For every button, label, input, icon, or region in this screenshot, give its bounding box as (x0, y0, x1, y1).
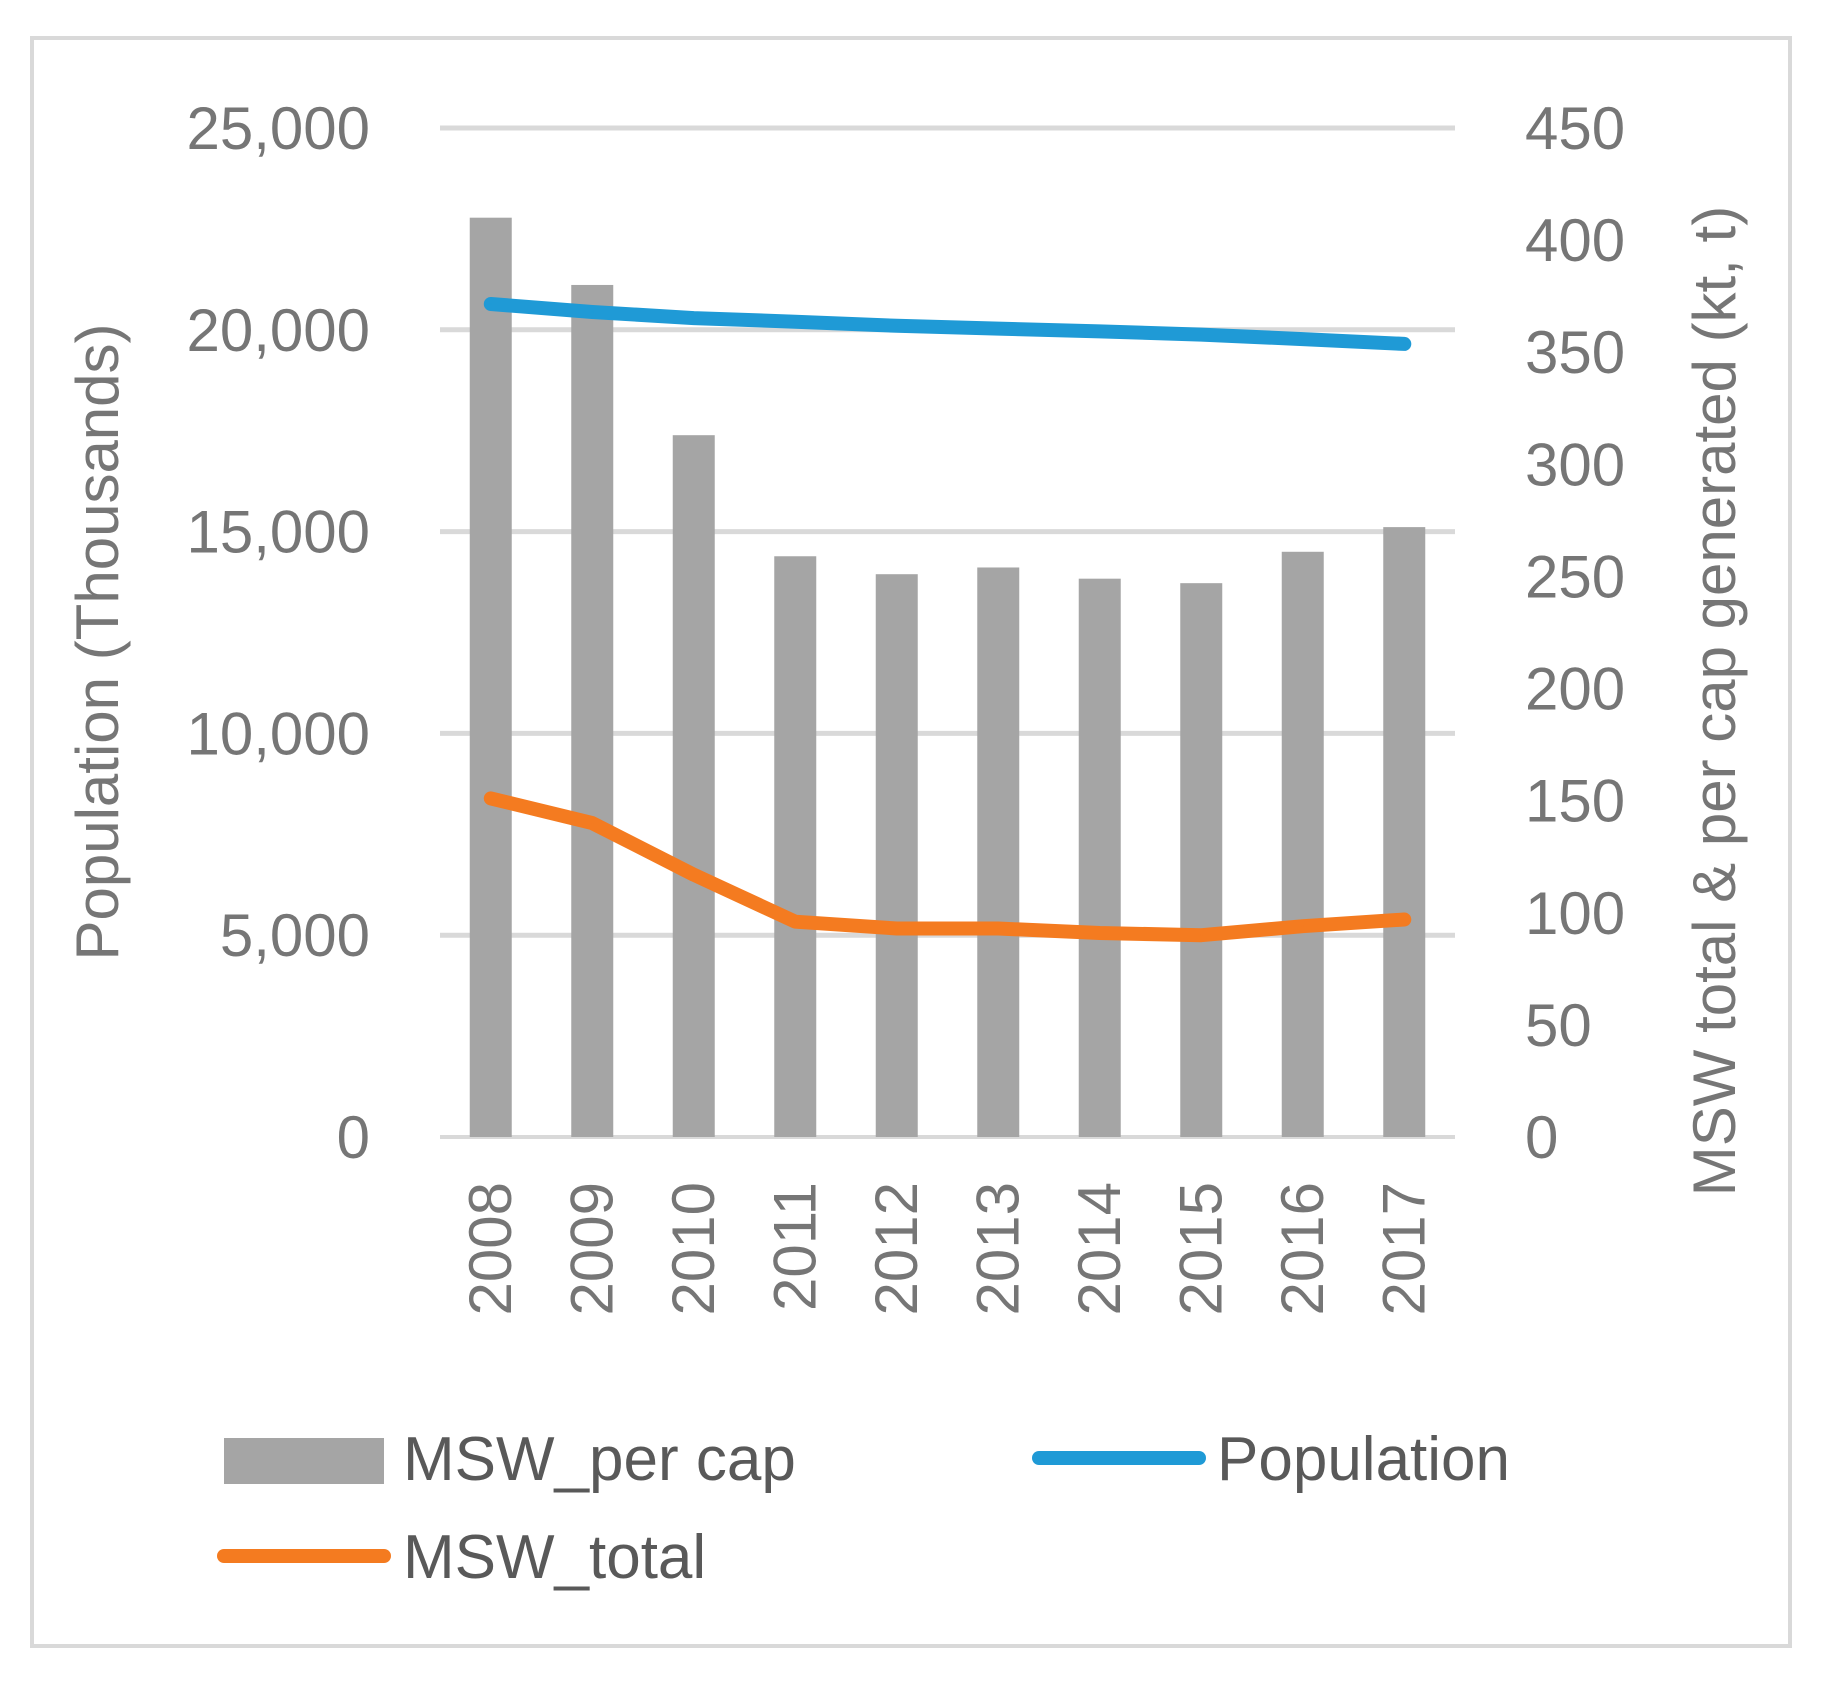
point-msw-total-2014 (1098, 931, 1101, 934)
x-tick-label: 2011 (761, 1182, 828, 1311)
bar-msw-per-cap-2017 (1383, 527, 1426, 1137)
point-population-2008 (489, 302, 492, 305)
bar-msw-per-cap-2009 (571, 284, 614, 1137)
legend-label-msw-total: MSW_total (403, 1523, 706, 1592)
bar-msw-per-cap-2010 (672, 435, 715, 1137)
right-tick-label: 200 (1525, 656, 1625, 723)
left-axis-title: Population (Thousands) (64, 323, 131, 960)
legend-label-msw-per-cap: MSW_per cap (403, 1425, 796, 1494)
point-msw-total-2015 (1200, 934, 1203, 937)
x-tick-label: 2009 (558, 1182, 625, 1315)
point-msw-total-2012 (895, 927, 898, 930)
right-tick-label: 150 (1525, 768, 1625, 835)
left-axis-ticks: 0 5,000 10,000 15,000 20,000 25,000 (186, 95, 370, 1171)
bar-msw-per-cap-2016 (1281, 551, 1324, 1137)
bar-msw-per-cap-2013 (977, 567, 1020, 1137)
point-msw-total-2017 (1403, 918, 1406, 921)
right-axis-title: MSW total & per cap generated (kt, t) (1681, 206, 1748, 1196)
point-msw-total-2008 (489, 797, 492, 800)
x-tick-label: 2010 (660, 1182, 727, 1315)
point-population-2015 (1200, 333, 1203, 336)
left-tick-label: 0 (337, 1104, 370, 1171)
left-tick-label: 20,000 (186, 297, 370, 364)
x-tick-label: 2008 (457, 1182, 524, 1315)
bar-msw-per-cap-2015 (1180, 583, 1223, 1137)
legend-label-population: Population (1217, 1425, 1510, 1494)
point-population-2014 (1098, 330, 1101, 333)
x-tick-label: 2017 (1370, 1182, 1437, 1315)
x-tick-label: 2015 (1167, 1182, 1234, 1315)
right-tick-label: 0 (1525, 1104, 1558, 1171)
x-tick-label: 2012 (863, 1182, 930, 1315)
point-population-2017 (1403, 342, 1406, 345)
bar-series-msw-per-cap (469, 217, 1426, 1137)
right-tick-label: 350 (1525, 319, 1625, 386)
right-tick-label: 50 (1525, 992, 1592, 1059)
right-axis-ticks: 0 50 100 150 200 250 300 350 400 450 (1525, 95, 1625, 1171)
right-tick-label: 100 (1525, 880, 1625, 947)
x-tick-label: 2014 (1066, 1182, 1133, 1315)
x-tick-label: 2016 (1269, 1182, 1336, 1315)
bar-msw-per-cap-2008 (469, 217, 512, 1137)
point-msw-total-2009 (591, 822, 594, 825)
point-population-2009 (591, 311, 594, 314)
left-tick-label: 10,000 (186, 700, 370, 767)
x-tick-label: 2013 (964, 1182, 1031, 1315)
right-tick-label: 250 (1525, 543, 1625, 610)
point-msw-total-2010 (692, 873, 695, 876)
point-population-2011 (794, 320, 797, 323)
left-tick-label: 25,000 (186, 95, 370, 162)
right-tick-label: 400 (1525, 207, 1625, 274)
right-tick-label: 300 (1525, 431, 1625, 498)
point-population-2010 (692, 317, 695, 320)
line-series (483, 297, 1412, 943)
right-tick-label: 450 (1525, 95, 1625, 162)
point-msw-total-2011 (794, 920, 797, 923)
point-msw-total-2013 (997, 927, 1000, 930)
left-tick-label: 15,000 (186, 499, 370, 566)
line-population (483, 297, 1412, 351)
left-tick-label: 5,000 (220, 902, 370, 969)
point-msw-total-2016 (1301, 925, 1304, 928)
legend-swatch-msw-per-cap (224, 1438, 384, 1484)
bar-msw-per-cap-2014 (1078, 578, 1121, 1137)
line-msw-total (483, 791, 1412, 943)
bar-msw-per-cap-2011 (774, 556, 817, 1137)
bar-msw-per-cap-2012 (875, 574, 918, 1137)
point-population-2013 (997, 327, 1000, 330)
x-axis-ticks: 2008 2009 2010 2011 2012 2013 2014 2015 2016 2017 (457, 1182, 1438, 1315)
point-population-2012 (895, 324, 898, 327)
point-population-2016 (1301, 338, 1304, 341)
legend: MSW_per cap Population MSW_total (217, 1425, 1510, 1592)
